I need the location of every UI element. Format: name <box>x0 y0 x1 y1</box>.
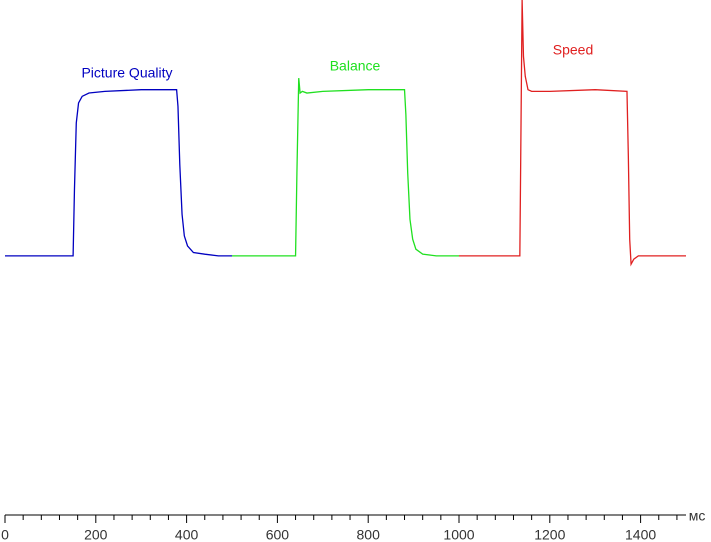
x-tick-label: 800 <box>357 527 381 542</box>
series-label: Balance <box>330 58 381 74</box>
x-tick-label: 1400 <box>625 527 656 542</box>
x-tick-label: 600 <box>266 527 290 542</box>
series-label: Picture Quality <box>81 65 172 81</box>
line-series <box>5 89 232 257</box>
x-tick-label: 1000 <box>443 527 474 542</box>
x-axis-label: мс <box>689 508 706 524</box>
x-tick-label: 0 <box>1 527 9 542</box>
x-tick-label: 400 <box>175 527 199 542</box>
series-label: Speed <box>553 42 593 58</box>
x-tick-label: 1200 <box>534 527 565 542</box>
x-tick-label: 200 <box>84 527 108 542</box>
line-series <box>232 78 459 257</box>
line-series <box>459 0 686 267</box>
